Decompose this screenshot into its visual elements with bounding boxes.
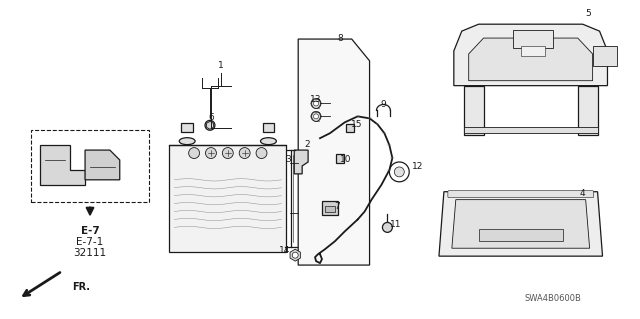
- FancyBboxPatch shape: [448, 191, 593, 198]
- Text: 15: 15: [351, 120, 362, 129]
- Circle shape: [383, 222, 392, 232]
- Polygon shape: [207, 121, 213, 129]
- Text: 8: 8: [337, 33, 342, 42]
- Text: SWA4B0600B: SWA4B0600B: [525, 294, 581, 303]
- Circle shape: [394, 167, 404, 177]
- Polygon shape: [40, 145, 85, 185]
- Text: FR.: FR.: [72, 282, 90, 292]
- Circle shape: [292, 252, 298, 258]
- Polygon shape: [468, 38, 593, 81]
- Circle shape: [239, 148, 250, 159]
- Circle shape: [314, 101, 319, 106]
- Text: 6: 6: [208, 113, 214, 122]
- Bar: [336, 154, 344, 163]
- Text: 14: 14: [278, 246, 290, 255]
- Ellipse shape: [179, 138, 195, 145]
- Text: 5: 5: [586, 9, 591, 18]
- Polygon shape: [294, 150, 308, 174]
- Circle shape: [314, 114, 319, 119]
- Circle shape: [256, 148, 267, 159]
- Bar: [170, 145, 286, 252]
- Bar: [593, 46, 618, 66]
- Circle shape: [205, 120, 215, 130]
- Bar: [464, 85, 484, 135]
- Circle shape: [222, 148, 233, 159]
- Bar: [181, 123, 193, 132]
- Text: 7: 7: [334, 202, 340, 211]
- Circle shape: [189, 148, 200, 159]
- Text: 12: 12: [412, 162, 424, 171]
- Bar: [31, 130, 150, 202]
- Circle shape: [207, 122, 213, 128]
- Circle shape: [311, 99, 321, 108]
- Text: E-7-1: E-7-1: [76, 237, 104, 247]
- Bar: [322, 201, 338, 214]
- Bar: [521, 46, 545, 56]
- Bar: [479, 229, 563, 241]
- Circle shape: [311, 111, 321, 121]
- Bar: [513, 30, 553, 48]
- Bar: [346, 124, 354, 132]
- Text: 11: 11: [390, 220, 401, 229]
- Polygon shape: [439, 192, 602, 256]
- Text: 10: 10: [340, 155, 351, 165]
- Bar: [464, 127, 598, 133]
- Text: E-7: E-7: [81, 226, 99, 236]
- Circle shape: [205, 148, 216, 159]
- Bar: [578, 85, 598, 135]
- Polygon shape: [290, 249, 300, 261]
- Polygon shape: [298, 39, 369, 265]
- Text: 9: 9: [381, 100, 387, 109]
- Text: 3: 3: [285, 155, 291, 165]
- Text: 4: 4: [580, 189, 586, 198]
- Text: 1: 1: [218, 61, 224, 70]
- Polygon shape: [85, 150, 120, 180]
- Bar: [262, 123, 275, 132]
- Text: 32111: 32111: [74, 248, 107, 258]
- Ellipse shape: [260, 138, 276, 145]
- Bar: [325, 205, 335, 211]
- Polygon shape: [452, 200, 589, 248]
- Polygon shape: [454, 24, 607, 85]
- Text: 2: 2: [304, 140, 310, 149]
- Text: 13: 13: [310, 95, 322, 104]
